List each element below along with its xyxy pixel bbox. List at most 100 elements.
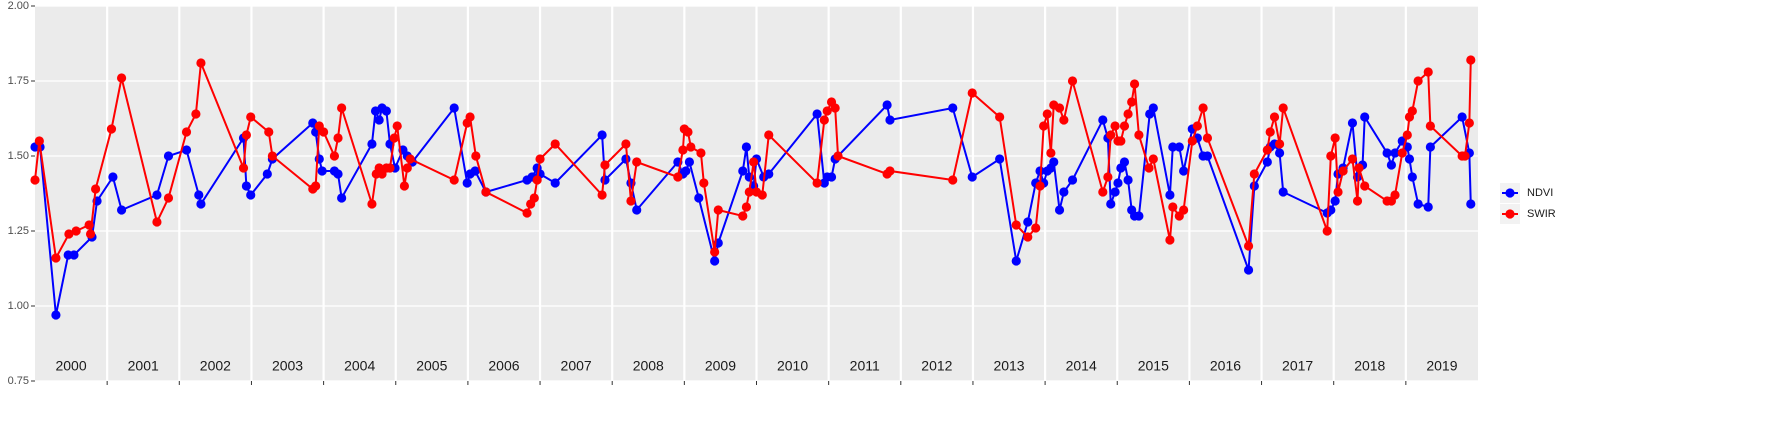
series-point [241,130,251,140]
series-point [385,163,395,173]
series-point [632,205,642,215]
series-point [812,178,822,188]
series-point [1425,142,1435,152]
series-point [1274,148,1285,158]
series-point [196,58,206,68]
series-point [1113,178,1123,188]
series-point [108,172,118,182]
series-point [471,151,481,161]
series-point [710,256,720,266]
series-point [317,166,327,176]
series-point [550,178,560,188]
series-point [1046,148,1056,158]
series-point [1148,154,1158,164]
series-point [319,127,329,137]
series-point [374,115,384,125]
series-point [1098,115,1108,125]
series-point [1466,55,1476,65]
series-point [1165,235,1175,245]
series-point [1460,151,1470,161]
series-point [267,151,277,161]
series-point [673,172,683,182]
year-label: 2015 [1138,358,1169,374]
series-point [152,190,162,200]
series-point [1402,130,1412,140]
series-point [1123,109,1133,119]
series-point [885,115,895,125]
year-label: 2000 [55,358,86,374]
series-point [1011,256,1021,266]
series-point [1103,172,1113,182]
series-point [405,154,415,164]
series-point [1413,76,1423,86]
series-point [1106,199,1116,209]
series-point [1386,160,1397,170]
year-label: 2002 [200,358,231,374]
series-point [181,127,192,137]
series-point [738,166,748,176]
series-point [116,73,127,83]
series-point [1119,121,1130,131]
series-point [1039,121,1049,131]
series-point [1198,103,1208,113]
series-point [1042,109,1052,119]
y-tick-label: 1.00 [8,300,29,312]
year-label: 2001 [128,358,159,374]
year-label: 2012 [921,358,952,374]
series-point [262,169,272,179]
series-point [1262,145,1272,155]
series-point [329,151,340,161]
series-point [1333,187,1343,197]
series-point [597,190,607,200]
series-point [1278,103,1288,113]
series-point [757,190,767,200]
series-point [465,112,475,122]
series-point [529,193,539,203]
series-point [367,139,377,149]
series-point [1243,265,1254,275]
year-label: 2013 [993,358,1024,374]
year-label: 2009 [705,358,736,374]
series-point [1067,175,1078,185]
series-point [163,151,174,161]
series-point [1059,187,1069,197]
y-tick-label: 1.50 [8,150,29,162]
series-point [196,199,206,209]
series-point [1330,196,1340,206]
series-point [1179,205,1189,215]
series-point [833,151,843,161]
series-point [1274,139,1285,149]
series-point [1067,76,1078,86]
series-point [535,154,545,164]
series-point [995,112,1005,122]
year-label: 2017 [1282,358,1313,374]
series-point [1059,115,1069,125]
series-point [764,130,774,140]
series-point [30,175,40,185]
y-tick-label: 0.75 [8,375,29,387]
series-point [1129,79,1140,89]
series-point [1397,148,1407,158]
series-point [1249,169,1259,179]
series-point [85,229,96,239]
series-point [367,199,377,209]
series-point [1123,175,1133,185]
series-point [1407,172,1417,182]
year-label: 2007 [561,358,592,374]
series-point [449,103,459,113]
y-tick-label: 1.75 [8,75,29,87]
legend-point [1505,188,1515,198]
series-point [600,160,610,170]
year-label: 2010 [777,358,808,374]
year-label: 2011 [850,358,880,374]
series-point [1338,166,1348,176]
series-point [1322,226,1332,236]
series-point [1326,151,1336,161]
series-point [738,211,748,221]
series-point [1457,112,1467,122]
series-point [621,154,631,164]
series-point [694,193,704,203]
series-point [1011,220,1021,230]
series-point [532,175,542,185]
series-point [1054,205,1065,215]
